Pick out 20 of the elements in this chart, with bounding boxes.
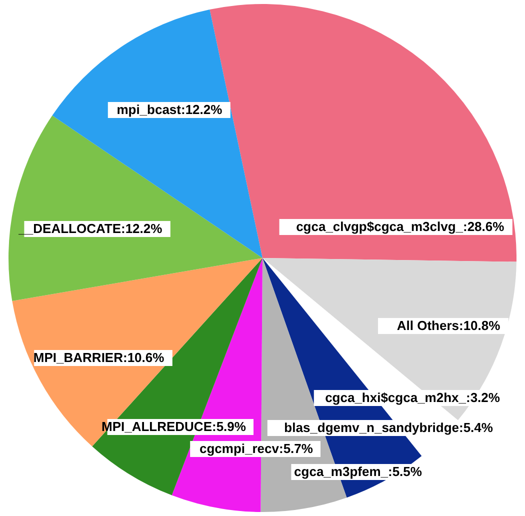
pie-slice (262, 258, 516, 420)
slice-label: cgca_clvgp$cgca_m3clvg_ (296, 219, 464, 234)
data-label: :5.9% (212, 419, 246, 434)
slice-label: mpi_bcast (116, 102, 182, 117)
slice-label: MPI_BARRIER (33, 350, 124, 365)
data-label: :5.4% (459, 420, 494, 435)
data-label: :28.6% (463, 219, 505, 234)
slice-label: cgcmpi_recv (200, 441, 280, 456)
data-label: :5.7% (279, 441, 314, 456)
slice-label: cgca_m3pfem_ (294, 464, 389, 479)
data-label: :12.2% (181, 102, 223, 117)
data-label: :10.6% (123, 350, 165, 365)
data-label: :5.5% (388, 464, 422, 479)
data-label: :3.2% (466, 390, 500, 405)
pie-slice (8, 116, 262, 302)
data-label: :12.2% (121, 221, 163, 236)
slice-label: cgca_hxi$cgca_m2hx_ (325, 390, 467, 405)
data-label: :10.8% (459, 318, 501, 333)
slice-label: All Others (396, 318, 459, 333)
slice-label: blas_dgemv_n_sandybridge (284, 420, 459, 435)
